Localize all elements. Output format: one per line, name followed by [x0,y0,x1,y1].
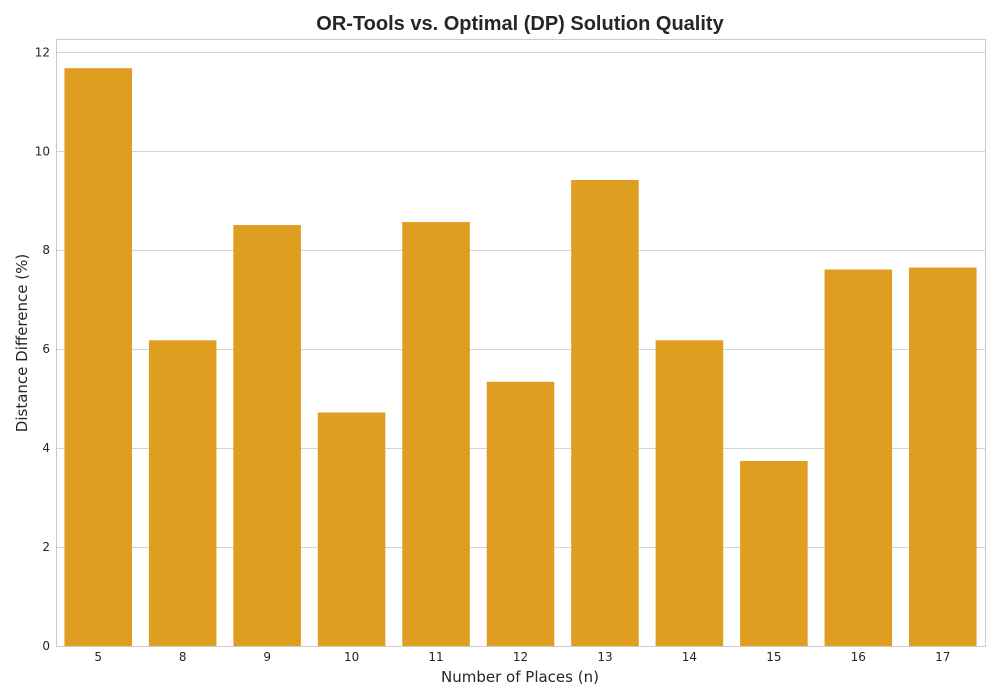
y-tick-label: 10 [35,144,50,158]
bar [571,179,639,647]
x-tick-label: 11 [428,650,443,664]
y-tick-label: 2 [42,540,50,554]
y-tick-label: 12 [35,45,50,59]
x-tick-label: 17 [935,650,950,664]
x-tick-label: 5 [94,650,102,664]
bar [317,412,386,646]
x-tick-label: 15 [766,650,781,664]
y-tick-labels: 0 2 4 6 8 10 12 [35,45,50,653]
bar [148,340,217,646]
y-tick-label: 4 [42,441,50,455]
x-tick-label: 13 [597,650,612,664]
y-tick-label: 8 [42,243,50,257]
x-tick-label: 8 [179,650,187,664]
bar [402,222,470,646]
bar [64,68,133,646]
plot-frame [56,39,986,647]
chart-title: OR-Tools vs. Optimal (DP) Solution Quali… [316,13,724,35]
bar [740,460,808,646]
bar [655,340,724,646]
bar [233,225,301,646]
x-tick-label: 14 [682,650,697,664]
x-tick-label: 10 [344,650,359,664]
bar [486,381,555,646]
x-tick-labels: 5 8 9 10 11 12 13 14 15 16 17 [94,650,950,664]
y-axis-label: Distance Difference (%) [13,254,31,432]
x-tick-label: 9 [263,650,271,664]
x-tick-label: 16 [851,650,866,664]
x-tick-label: 12 [513,650,528,664]
bar [908,267,977,646]
x-axis-label: Number of Places (n) [441,668,599,686]
y-tick-label: 0 [42,639,50,653]
y-tick-label: 6 [42,342,50,356]
bars [64,68,977,647]
bar [824,269,893,646]
